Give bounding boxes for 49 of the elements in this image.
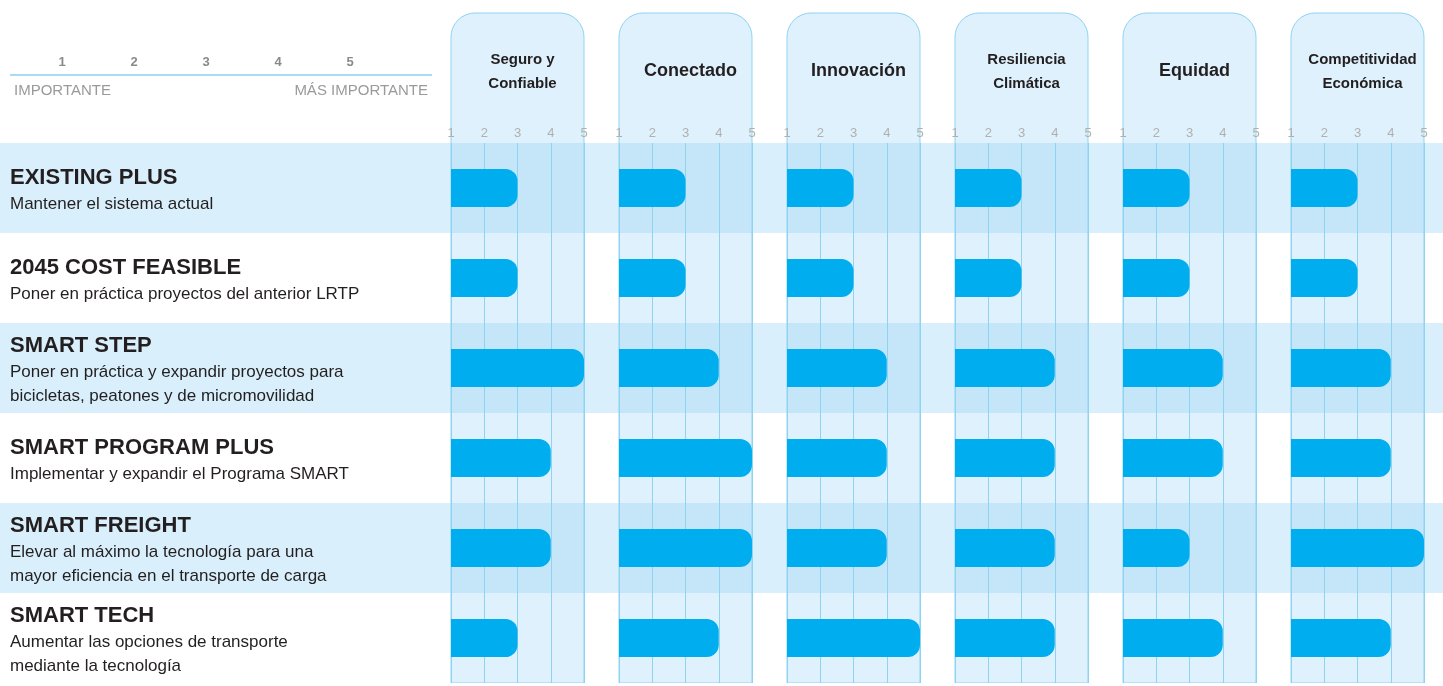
- x-tick-label: 2: [1320, 125, 1328, 140]
- x-tick-label: 2: [1152, 125, 1160, 140]
- y-tick-label: EXISTING PLUS Mantener el sistema actual: [10, 163, 214, 213]
- text: 1: [58, 53, 66, 69]
- chart-title: Seguro y Confiable: [488, 49, 557, 91]
- x-tick-label: 4: [1219, 125, 1227, 140]
- x-tick-label: 1: [951, 125, 959, 140]
- x-tick-label: 3: [1353, 125, 1362, 140]
- y-tick-label: SMART TECH Aumentar las opciones de transporte mediante la tecnología: [10, 601, 288, 675]
- x-tick-label: 3: [1185, 125, 1194, 140]
- x-tick-label: 2: [480, 125, 488, 140]
- y-tick-label: SMART FREIGHT Elevar al máximo la tecnología para una mayor eficiencia en el transporte de carga: [10, 511, 328, 585]
- x-tick-label: 1: [615, 125, 623, 140]
- x-tick-label: 2: [816, 125, 824, 140]
- x-tick-label: 1: [447, 125, 455, 140]
- x-tick-label: 3: [849, 125, 858, 140]
- x-tick-label: 5: [1420, 125, 1428, 140]
- x-tick-label: 5: [580, 125, 588, 140]
- x-tick-label: 4: [1387, 125, 1395, 140]
- text: MÁS IMPORTANTE: [294, 80, 428, 98]
- x-tick-label: 3: [1017, 125, 1026, 140]
- y-tick-label: 2045 COST FEASIBLE Poner en práctica proyectos del anterior LRTP: [10, 253, 360, 303]
- x-tick-label: 5: [1252, 125, 1260, 140]
- chart-title: Competitividad Económica: [1308, 49, 1417, 91]
- x-tick-label: 1: [783, 125, 791, 140]
- x-tick-label: 4: [547, 125, 555, 140]
- x-tick-label: 5: [916, 125, 924, 140]
- x-tick-label: 1: [1119, 125, 1127, 140]
- chart-title: Resiliencia Climática: [987, 49, 1067, 91]
- x-tick-label: 4: [715, 125, 723, 140]
- x-tick-label: 3: [681, 125, 690, 140]
- x-tick-label: 2: [648, 125, 656, 140]
- chart-title: Conectado: [643, 60, 738, 80]
- chart-title: Equidad: [1159, 60, 1230, 80]
- text: 4: [274, 53, 283, 69]
- y-tick-label: SMART STEP Poner en práctica y expandir proyectos para bicicletas, peatones y de micromovilidad: [10, 331, 345, 405]
- chart-title: Innovación: [810, 60, 907, 80]
- x-tick-label: 4: [1051, 125, 1059, 140]
- x-tick-label: 2: [984, 125, 992, 140]
- text: 2: [130, 53, 138, 69]
- text: 3: [202, 53, 210, 69]
- y-tick-label: SMART PROGRAM PLUS Implementar y expandir el Programa SMART: [10, 433, 349, 483]
- x-tick-label: 3: [513, 125, 522, 140]
- text: IMPORTANTE: [14, 80, 111, 98]
- text: 5: [346, 53, 354, 69]
- x-tick-label: 4: [883, 125, 891, 140]
- x-tick-label: 1: [1287, 125, 1295, 140]
- x-tick-label: 5: [1084, 125, 1092, 140]
- x-tick-label: 5: [748, 125, 756, 140]
